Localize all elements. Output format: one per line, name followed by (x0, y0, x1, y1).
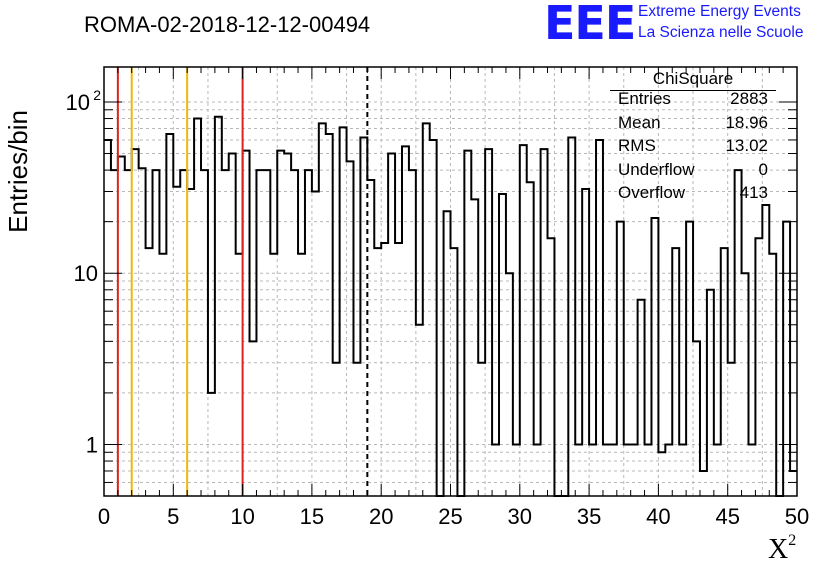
x-tick-label: 40 (646, 504, 670, 529)
x-tick-label: 10 (230, 504, 254, 529)
stats-divider (610, 90, 776, 91)
stats-label: Mean (618, 112, 661, 132)
x-tick-label: 15 (300, 504, 324, 529)
x-tick-label: 35 (577, 504, 601, 529)
x-tick-label: 25 (438, 504, 462, 529)
stats-value: 413 (739, 183, 768, 202)
y-axis-label: Entries/bin (3, 110, 33, 233)
x-axis-label-text: X (768, 534, 789, 565)
logo-line-1: Extreme Energy Events (638, 3, 801, 20)
stats-label: Entries (618, 89, 671, 108)
x-tick-label: 5 (167, 504, 179, 529)
y-tick-label: 10 (74, 261, 98, 286)
stats-value: 2883 (730, 89, 768, 108)
stats-row-rms: RMS 13.02 (610, 136, 776, 160)
stats-value: 13.02 (725, 136, 768, 155)
x-tick-label: 0 (98, 504, 110, 529)
stats-title: ChiSquare (652, 69, 734, 88)
plot-title: ROMA-02-2018-12-12-00494 (84, 12, 371, 37)
stats-label: Overflow (618, 183, 686, 202)
eee-logo: EEE (544, 0, 636, 50)
stats-value: 18.96 (725, 112, 768, 132)
x-tick-label: 30 (508, 504, 532, 529)
stats-row-underflow: Underflow 0 (610, 160, 776, 184)
stats-value: 0 (758, 159, 768, 179)
x-axis-label-exponent: 2 (788, 532, 797, 549)
y-tick-label: 1 (86, 432, 98, 457)
x-tick-label: 50 (785, 504, 809, 529)
stats-row-overflow: Overflow 413 (610, 183, 776, 207)
x-tick-label: 20 (369, 504, 393, 529)
y-tick-label: 10 (66, 90, 90, 115)
stats-row-mean: Mean 18.96 (610, 113, 776, 137)
stats-label: Underflow (618, 159, 695, 179)
histogram-series (104, 115, 797, 497)
stats-label: RMS (618, 136, 656, 155)
x-axis-label: X2 (768, 532, 797, 566)
stats-box: ChiSquare Entries 2883 Mean 18.96 RMS 13… (610, 68, 776, 207)
stats-row-entries: Entries 2883 (610, 89, 776, 113)
y-tick-label-exponent: 2 (93, 87, 101, 103)
logo-line-2: La Scienza nelle Scuole (638, 24, 804, 41)
x-tick-label: 45 (715, 504, 739, 529)
